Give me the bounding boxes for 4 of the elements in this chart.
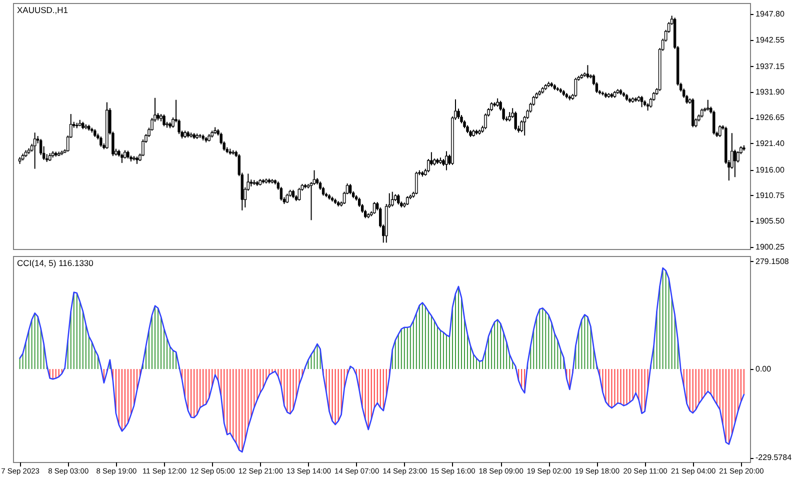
y-tick-label: 0.00 xyxy=(756,364,772,374)
chart-title: CCI(14, 5) 116.1330 xyxy=(17,258,94,268)
y-tick-label: -229.5784 xyxy=(756,453,792,462)
y-tick-label: 279.1508 xyxy=(756,256,790,266)
